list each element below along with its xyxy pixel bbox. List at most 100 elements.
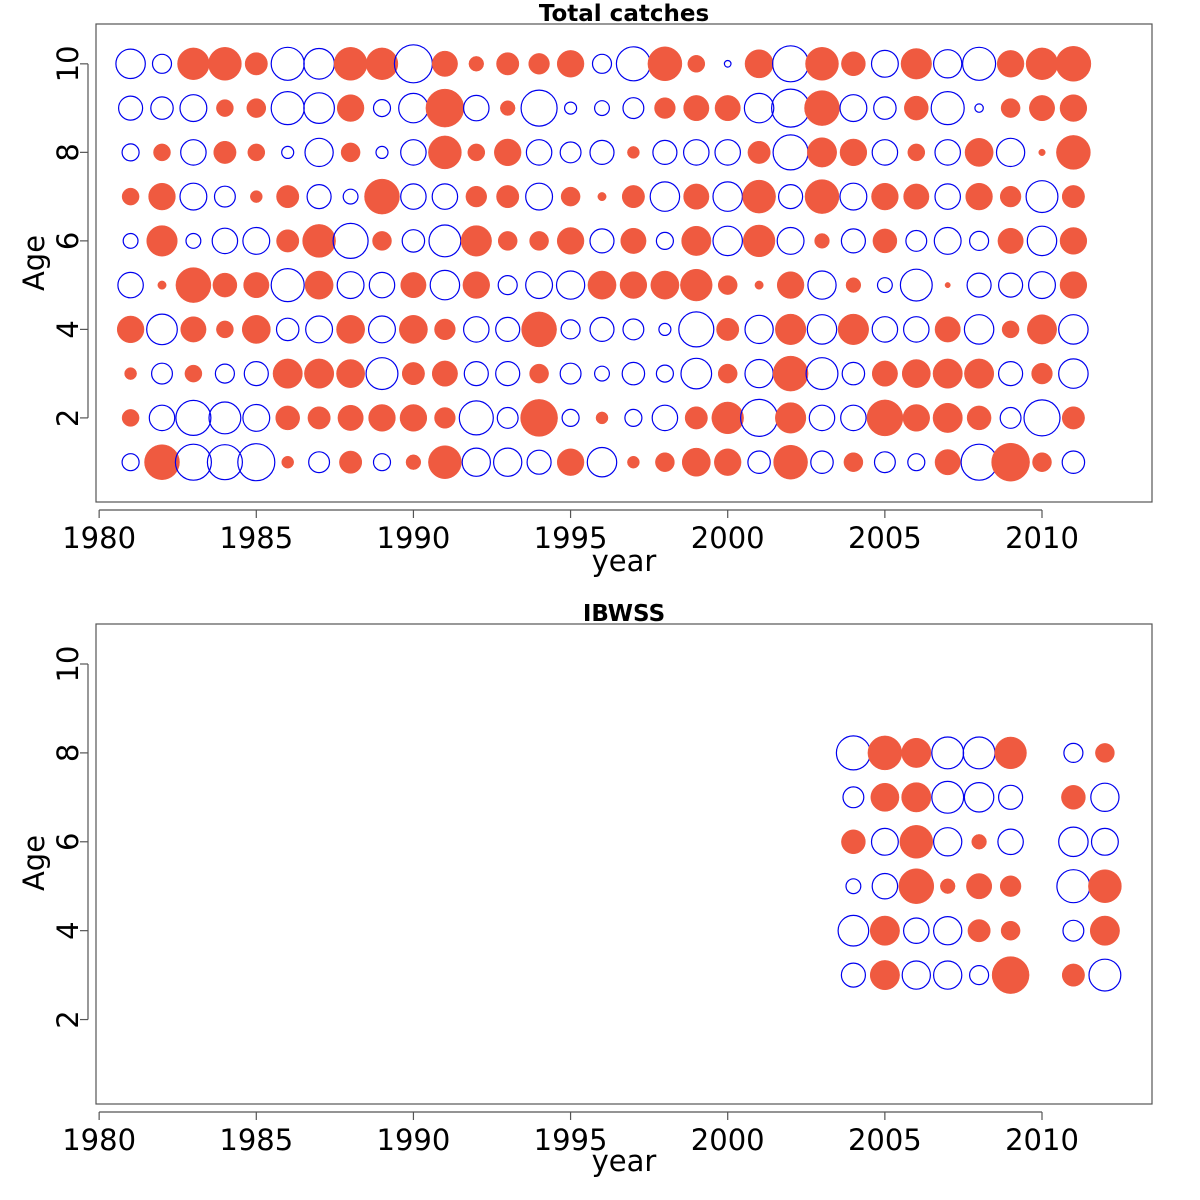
bubble-negative: [997, 361, 1024, 387]
y-tick-label: 2: [51, 1010, 85, 1028]
bubble-positive: [687, 55, 706, 73]
bubble-positive: [529, 231, 549, 251]
bubble-negative: [905, 229, 928, 252]
x-tick-label: 2000: [691, 1123, 765, 1157]
bubble-negative: [712, 225, 743, 257]
bubble-positive: [1059, 94, 1088, 122]
bubble-positive: [1031, 362, 1053, 385]
bubble-negative: [682, 139, 710, 166]
bubble-positive: [244, 52, 268, 76]
bubble-positive: [1059, 227, 1088, 255]
bubble-negative: [1058, 826, 1089, 858]
bubble-positive: [867, 735, 903, 771]
bubble-layer: [115, 44, 1092, 482]
bubble-positive: [898, 868, 935, 904]
bubble-positive: [901, 782, 932, 813]
bubble-negative: [495, 361, 521, 387]
bubble-negative: [899, 268, 933, 302]
bubble-negative: [393, 44, 433, 84]
bubble-negative: [589, 316, 615, 342]
bubble-negative: [242, 226, 271, 255]
bubble-positive: [500, 100, 516, 116]
bubble-negative: [121, 143, 140, 162]
bubble-negative: [560, 319, 581, 340]
bubble-positive: [405, 454, 422, 470]
bubble-negative: [180, 139, 207, 166]
bubble-negative: [586, 446, 618, 478]
bubble-positive: [400, 272, 427, 299]
bubble-negative: [870, 827, 899, 856]
bubble-positive: [428, 445, 462, 479]
bubble-positive: [339, 450, 363, 474]
bubble-positive: [520, 399, 558, 437]
bubble-positive: [814, 233, 830, 249]
bubble-negative: [179, 94, 208, 123]
bubble-negative: [808, 404, 836, 432]
bubble-positive: [903, 183, 930, 210]
bubble-negative: [997, 272, 1024, 298]
bubble-negative: [840, 228, 867, 254]
bubble-positive: [276, 229, 300, 253]
bubble-positive: [841, 829, 866, 855]
bubble-positive: [999, 875, 1022, 897]
bubble-negative: [1063, 742, 1084, 764]
bubble-negative: [770, 88, 811, 128]
y-tick-label: 10: [51, 646, 85, 683]
bubble-positive: [901, 737, 932, 768]
bubble-positive: [365, 47, 399, 80]
panel-ibwss: IBWSS 1980 1985 1990 1995 2000 2005 2010 2 4 6 8 1…: [17, 601, 1153, 1178]
bubble-negative: [907, 453, 926, 472]
bubble-positive: [655, 452, 675, 472]
bubble-positive: [872, 228, 898, 254]
bubble-positive: [496, 52, 520, 76]
bubble-negative: [303, 47, 336, 80]
x-tick-label: 1990: [377, 1123, 451, 1157]
bubble-positive: [837, 313, 869, 345]
x-tick-label: 2005: [848, 1123, 922, 1157]
bubble-negative: [974, 103, 984, 113]
bubble-positive: [175, 267, 212, 303]
bubble-positive: [144, 444, 180, 480]
bubble-negative: [525, 182, 554, 211]
bubble-negative: [902, 316, 930, 343]
bubble-negative: [185, 232, 202, 249]
bubble-positive: [302, 224, 336, 258]
y-axis: 2 4 6 8 10: [51, 646, 89, 1029]
bubble-negative: [747, 450, 771, 474]
bubble-layer: [835, 735, 1122, 994]
x-tick-label: 2000: [691, 521, 765, 555]
bubble-negative: [520, 89, 558, 127]
bubble-negative: [148, 404, 176, 432]
bubble-positive: [621, 185, 645, 209]
bubble-negative: [375, 145, 389, 159]
y-tick-label: 4: [51, 320, 85, 338]
y-axis-title: Age: [17, 235, 51, 291]
bubble-positive: [597, 192, 607, 202]
x-tick-label: 2010: [1005, 521, 1079, 555]
bubble-negative: [876, 277, 893, 294]
plot-frame: [95, 623, 1153, 1105]
bubble-negative: [332, 222, 369, 259]
x-tick-label: 1980: [62, 521, 136, 555]
bubble-negative: [589, 228, 615, 254]
bubble-negative: [151, 53, 173, 74]
bubble-negative: [496, 406, 519, 429]
y-tick-label: 8: [51, 143, 85, 161]
bubble-negative: [870, 49, 899, 78]
bubble-positive: [684, 406, 708, 430]
bubble-negative: [997, 828, 1024, 856]
bubble-negative: [873, 451, 896, 474]
bubble-positive: [944, 282, 951, 289]
bubble-negative: [1061, 450, 1086, 474]
bubble-positive: [742, 224, 776, 258]
bubble-positive: [966, 873, 993, 900]
bubble-negative: [871, 139, 899, 166]
bubble-positive: [368, 404, 396, 432]
bubble-negative: [237, 443, 276, 482]
bubble-positive: [281, 455, 294, 469]
bubble-negative: [214, 363, 235, 384]
bubble-positive: [1061, 785, 1086, 810]
bubble-negative: [806, 314, 838, 345]
bubble-positive: [845, 277, 862, 293]
y-tick-label: 10: [51, 45, 85, 82]
